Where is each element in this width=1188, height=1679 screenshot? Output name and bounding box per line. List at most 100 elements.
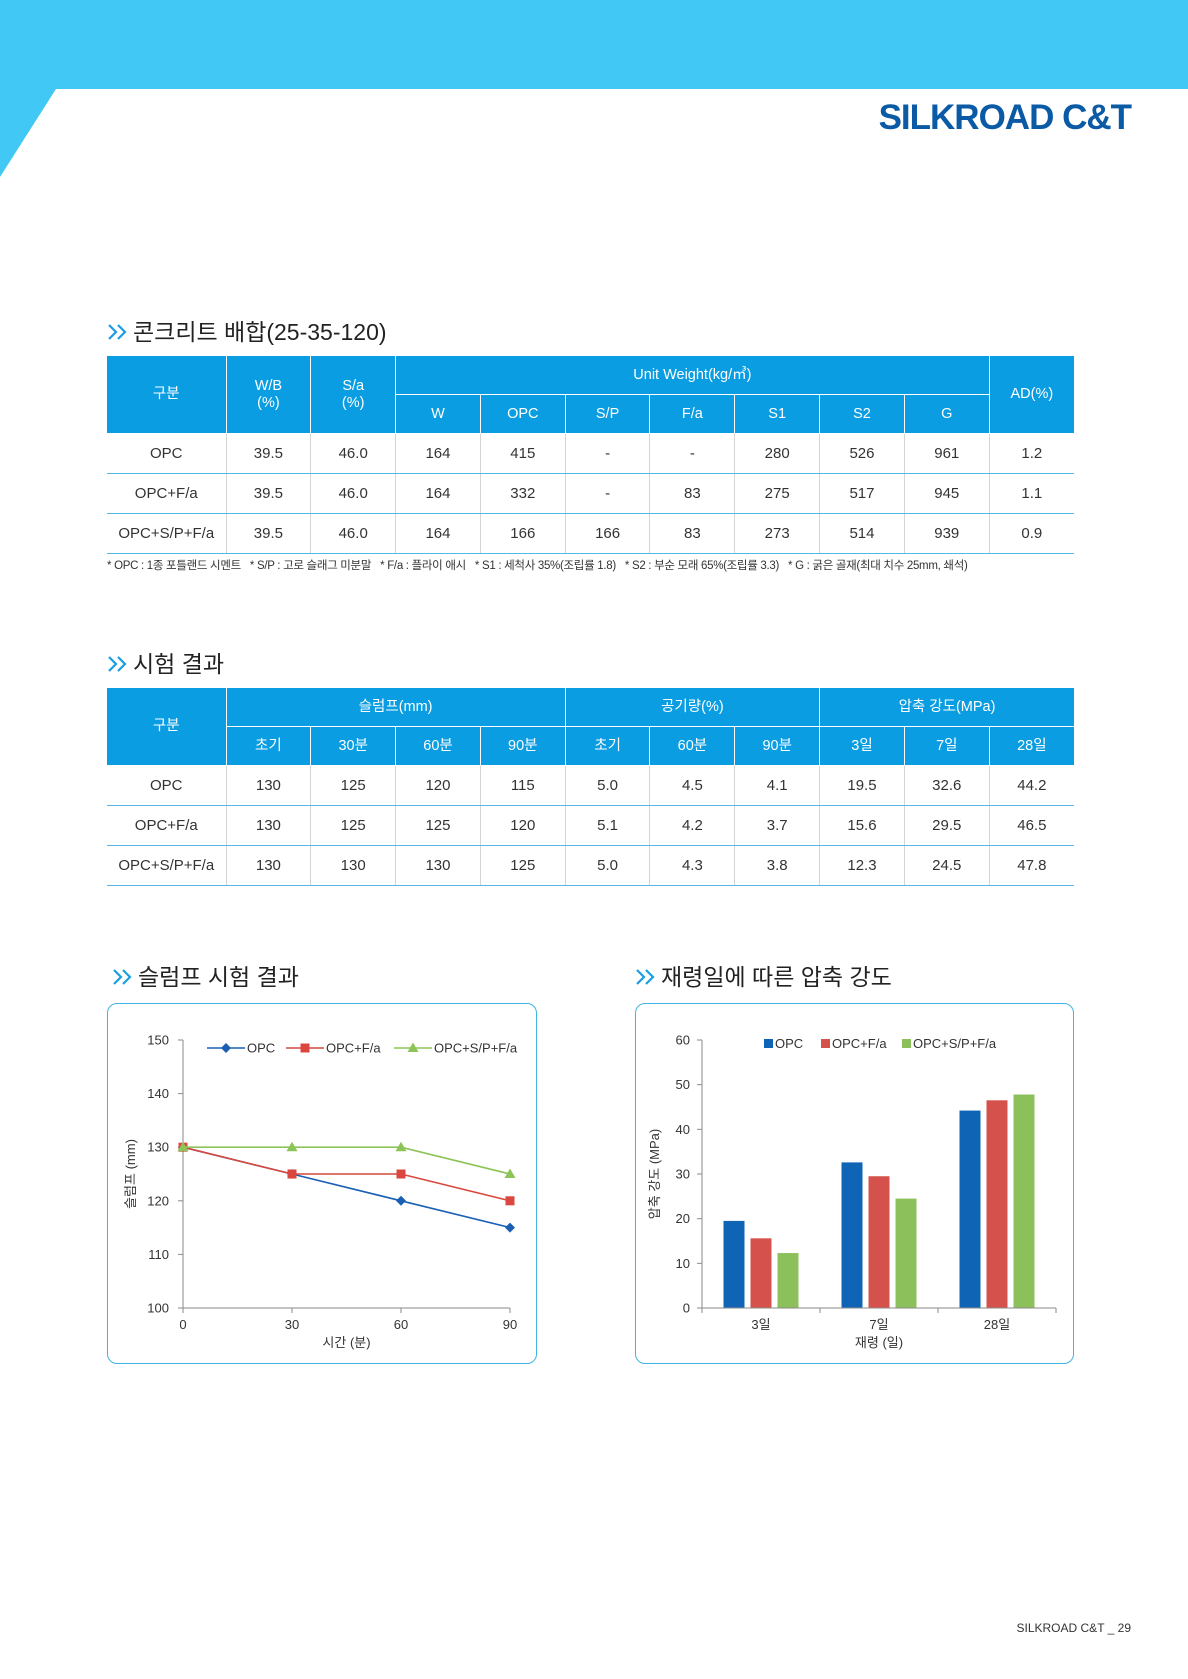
cell-air-90min: 3.7 — [734, 805, 820, 846]
cell-strength-3day: 12.3 — [819, 845, 905, 886]
cell-w: 164 — [395, 433, 481, 474]
section-title-text: 재령일에 따른 압축 강도 — [661, 964, 892, 990]
cell-air-90min: 4.1 — [734, 765, 820, 806]
row-label: OPC+F/a — [107, 805, 226, 846]
cell-strength-7day: 24.5 — [903, 845, 990, 886]
data-point-opc-f-a — [505, 1196, 515, 1206]
x-tick-label: 0 — [179, 1317, 186, 1332]
header-wb-label: W/B — [254, 377, 283, 394]
brand-logo-text: SILKROAD C&T — [878, 98, 1132, 137]
x-axis-label: 시간 (분) — [322, 1335, 370, 1350]
footnote-item: * S/P : 고로 슬래그 미분말 — [249, 560, 372, 572]
data-point-opc-s-p-f-a — [395, 1141, 407, 1152]
cell-slump-60min: 125 — [395, 805, 481, 846]
header-wb: W/B (%) — [225, 356, 312, 434]
bar-opc-f-a — [868, 1176, 890, 1308]
section-title-text: 시험 결과 — [133, 651, 225, 677]
cell-fa: 83 — [649, 513, 735, 554]
data-point-opc-f-a — [396, 1169, 406, 1179]
series-opc — [178, 1142, 515, 1233]
table-header-row: 구분 W/B (%) S/a (%) Unit Weight(kg/㎥) AD(… — [107, 356, 1074, 434]
series-opc-s-p-f-a — [177, 1141, 516, 1178]
category-label: 7일 — [869, 1317, 888, 1332]
header-strength-3day: 3일 — [819, 726, 905, 766]
header-air-60min: 60분 — [649, 726, 736, 766]
cell-ad: 1.2 — [988, 433, 1074, 474]
header-unit-weight: Unit Weight(kg/㎥) — [395, 356, 990, 395]
table-header-row: 구분 슬럼프(mm) 공기량(%) 압축 강도(MPa) — [107, 688, 1074, 766]
header-slump-initial: 초기 — [225, 726, 312, 766]
cell-sa: 46.0 — [310, 513, 396, 554]
table-row: OPC+F/a 130 125 125 120 5.1 4.2 3.7 15.6 29.5 46.5 — [107, 805, 1074, 846]
table-row: OPC+S/P+F/a 130 130 130 125 5.0 4.3 3.8 12.3 24.5… — [107, 845, 1074, 886]
cell-g: 939 — [903, 513, 990, 554]
header-air-initial: 초기 — [564, 726, 651, 766]
mix-footnotes: * OPC : 1종 포틀랜드 시멘트 * S/P : 고로 슬래그 미분말 * F… — [107, 558, 977, 574]
data-point-opc — [505, 1222, 515, 1233]
cell-fa: - — [649, 433, 735, 474]
cell-strength-28day: 47.8 — [988, 845, 1074, 886]
mix-section-title: 콘크리트 배합(25-35-120) — [107, 318, 387, 346]
cell-air-90min: 3.8 — [734, 845, 820, 886]
results-table: 구분 슬럼프(mm) 공기량(%) 압축 강도(MPa) 초기 30분 60분 … — [107, 688, 1074, 886]
series-opc-f-a — [750, 1100, 1008, 1308]
cell-air-initial: 5.1 — [564, 805, 650, 846]
cell-opc: 415 — [479, 433, 566, 474]
series-line-opc-s-p-f-a — [183, 1146, 511, 1175]
cell-s1: 273 — [734, 513, 820, 554]
cell-slump-initial: 130 — [225, 845, 311, 886]
cell-ad: 1.1 — [988, 473, 1074, 514]
y-tick-label: 50 — [676, 1077, 690, 1092]
data-point-opc-f-a — [287, 1169, 297, 1179]
legend-swatch — [821, 1039, 830, 1048]
y-tick-label: 110 — [148, 1247, 169, 1262]
legend-label: OPC — [775, 1036, 803, 1051]
legend-item-opc-f-a: OPC+F/a — [821, 1036, 887, 1051]
cell-s1: 280 — [734, 433, 820, 474]
legend-item-opc-s-p-f-a: OPC+S/P+F/a — [394, 1041, 518, 1056]
series-opc-s-p-f-a — [777, 1094, 1035, 1308]
bar-opc-s-p-f-a — [1013, 1094, 1035, 1308]
cell-air-initial: 5.0 — [564, 845, 650, 886]
header-sp: S/P — [564, 394, 651, 434]
cell-s2: 517 — [819, 473, 905, 514]
header-s2: S2 — [819, 394, 905, 434]
cell-fa: 83 — [649, 473, 735, 514]
footnote-item: * F/a : 플라이 애시 — [380, 560, 466, 572]
header-strength-7day: 7일 — [903, 726, 990, 766]
cell-slump-30min: 125 — [310, 805, 396, 846]
cell-sa: 46.0 — [310, 433, 396, 474]
legend-label: OPC+F/a — [832, 1036, 887, 1051]
row-label: OPC — [107, 433, 226, 474]
legend-label: OPC+S/P+F/a — [434, 1041, 518, 1056]
cell-s2: 526 — [819, 433, 905, 474]
cell-strength-28day: 44.2 — [988, 765, 1074, 806]
cell-wb: 39.5 — [225, 473, 311, 514]
header-air: 공기량(%) — [564, 688, 821, 727]
table-row: OPC 39.5 46.0 164 415- -280 526 961 1.2 — [107, 433, 1074, 474]
header-wb-unit: (%) — [257, 394, 280, 411]
cell-slump-30min: 130 — [310, 845, 396, 886]
y-tick-label: 20 — [676, 1211, 690, 1226]
y-axis-label: 슬럼프 (mm) — [123, 1139, 138, 1209]
header-air-90min: 90분 — [734, 726, 821, 766]
bar-opc-f-a — [750, 1238, 772, 1308]
legend-label: OPC — [247, 1041, 275, 1056]
header-slump-90min: 90분 — [479, 726, 566, 766]
cell-strength-28day: 46.5 — [988, 805, 1074, 846]
header-slump: 슬럼프(mm) — [225, 688, 566, 727]
series-opc — [723, 1110, 981, 1308]
double-chevron-icon — [635, 968, 657, 986]
category-label: 28일 — [984, 1317, 1010, 1332]
slump-chart-box: 100 110 120 130 140 150 0 30 60 90 슬럼프 (mm) 시간 (분) O… — [107, 1003, 537, 1364]
page-footer: SILKROAD C&T _ 29 — [1016, 1621, 1132, 1635]
row-label: OPC+F/a — [107, 473, 226, 514]
cell-strength-7day: 32.6 — [903, 765, 990, 806]
cell-w: 164 — [395, 473, 481, 514]
header-ad: AD(%) — [988, 356, 1074, 434]
series-opc-f-a — [178, 1142, 515, 1206]
header-sa: S/a (%) — [310, 356, 397, 434]
header-banner — [0, 0, 1188, 177]
legend-item-opc-s-p-f-a: OPC+S/P+F/a — [902, 1036, 997, 1051]
header-w: W — [395, 394, 481, 434]
